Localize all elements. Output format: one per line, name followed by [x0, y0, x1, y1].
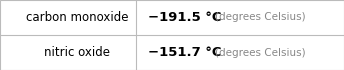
- Text: nitric oxide: nitric oxide: [44, 46, 110, 59]
- Text: −151.7 °C: −151.7 °C: [148, 46, 222, 59]
- Text: (degrees Celsius): (degrees Celsius): [215, 48, 305, 57]
- Text: (degrees Celsius): (degrees Celsius): [215, 13, 305, 22]
- Text: −191.5 °C: −191.5 °C: [148, 11, 222, 24]
- Text: carbon monoxide: carbon monoxide: [26, 11, 129, 24]
